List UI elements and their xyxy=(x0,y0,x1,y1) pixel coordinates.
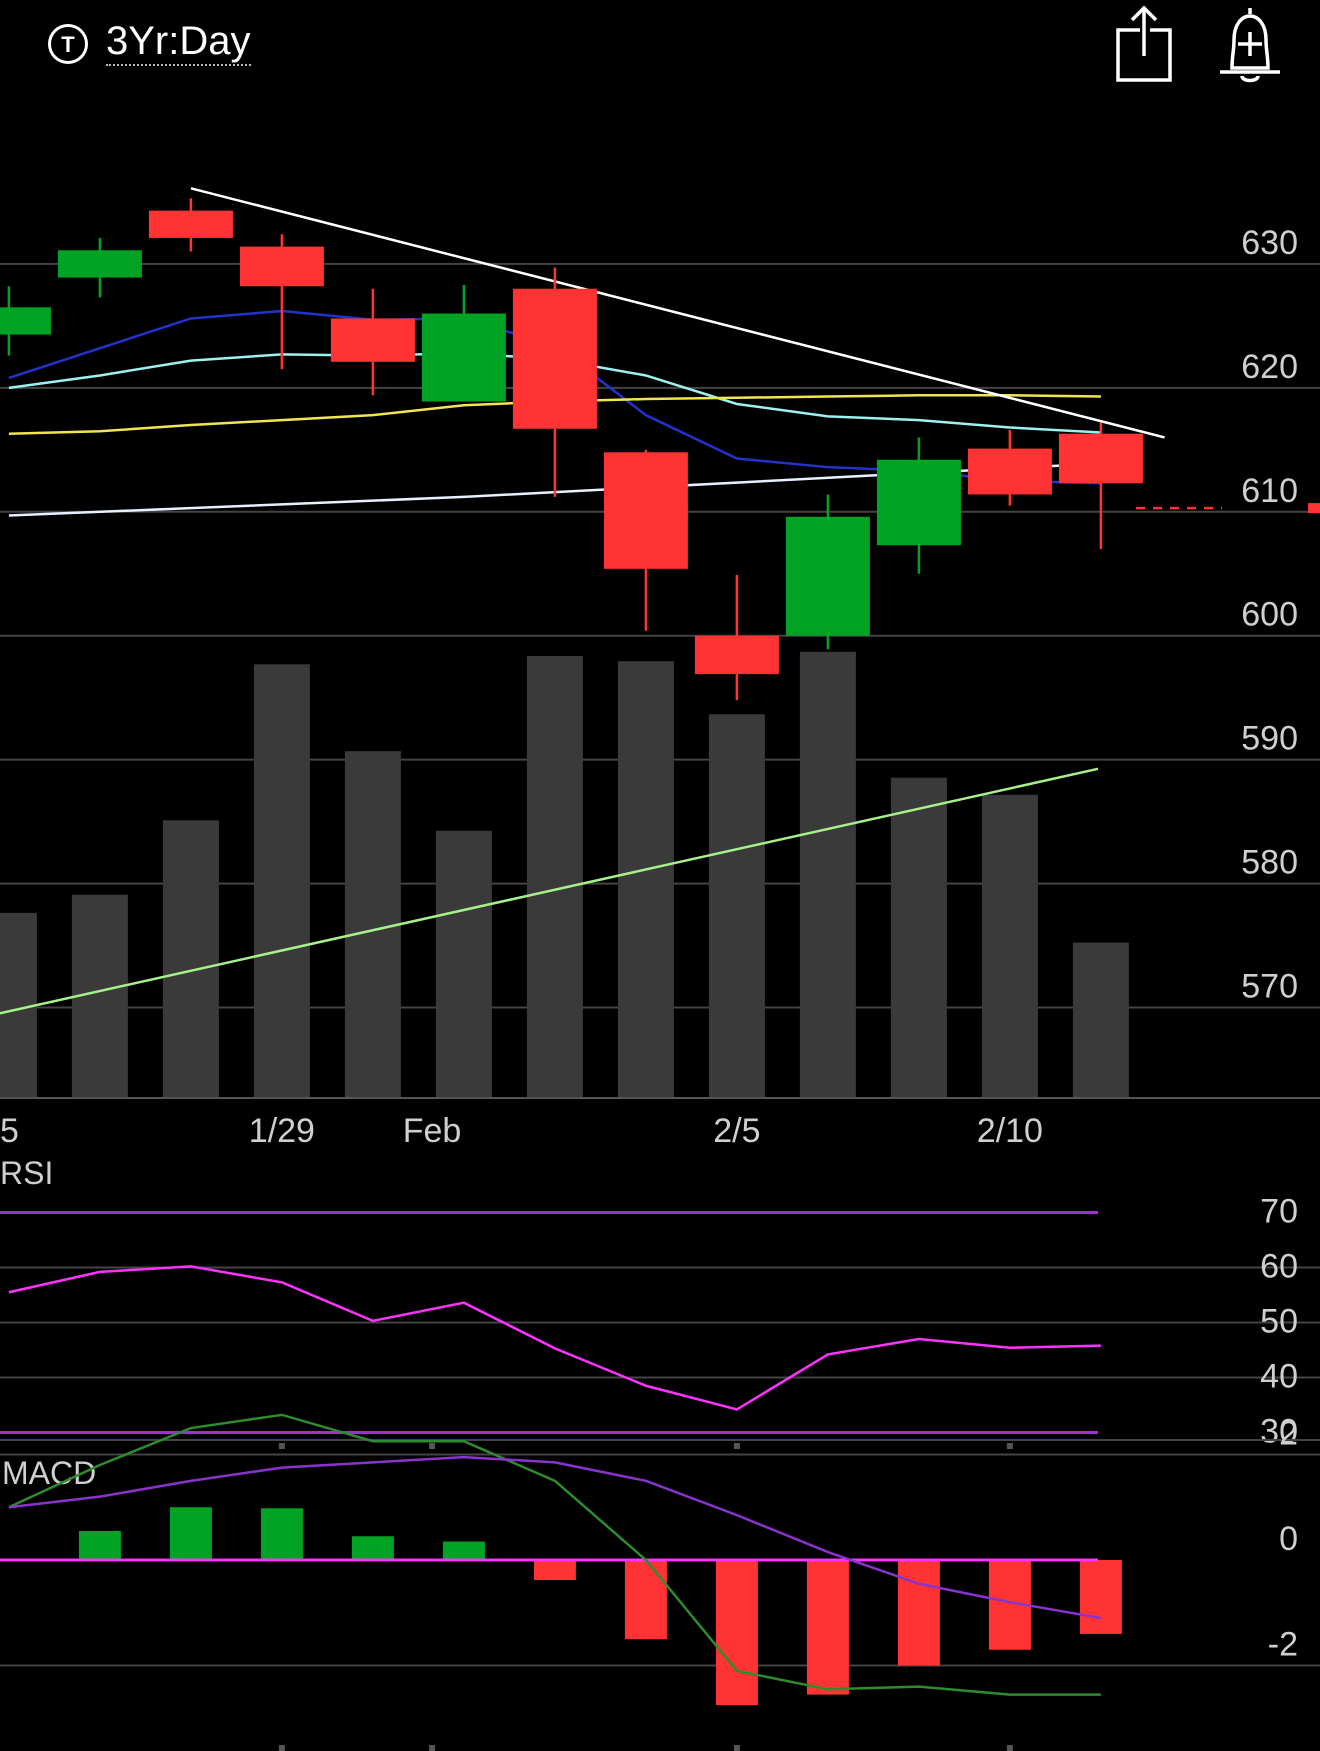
rsi-tick-label: 50 xyxy=(1260,1303,1298,1341)
macd-histogram-bar xyxy=(442,1541,485,1560)
candle-up xyxy=(0,286,51,356)
volume-bar xyxy=(253,664,310,1098)
axis-tick-mark xyxy=(733,1443,740,1449)
ticker-badge-label: T xyxy=(61,32,75,57)
timeframe-selector[interactable]: 3Yr:Day xyxy=(106,18,251,66)
x-tick-label: Feb xyxy=(403,1112,462,1150)
candle-up xyxy=(57,237,142,298)
rsi-tick-label: 30 xyxy=(1260,1413,1298,1451)
macd-tick-label: -2 xyxy=(1268,1626,1298,1664)
candle-down xyxy=(239,234,324,370)
price-tick-label: 610 xyxy=(1241,472,1298,510)
macd-signal-line xyxy=(8,1455,1102,1620)
candle-up xyxy=(421,285,506,402)
candle-body xyxy=(57,250,142,278)
macd-histogram-bar xyxy=(897,1560,940,1666)
price-tick-label: 620 xyxy=(1241,348,1298,386)
candle-body xyxy=(876,459,961,546)
volume-bar xyxy=(344,751,401,1098)
macd-histogram-bar xyxy=(169,1507,212,1560)
price-tick-label: 630 xyxy=(1241,224,1298,262)
candle-down xyxy=(694,575,779,701)
add-alert-bell-icon xyxy=(1220,8,1280,83)
macd-tick-label: 0 xyxy=(1279,1520,1298,1558)
candle-down xyxy=(603,449,688,631)
candle-down xyxy=(330,288,415,396)
add-alert-button[interactable] xyxy=(1212,0,1292,90)
rsi-line xyxy=(8,1265,1101,1411)
candle-body xyxy=(330,318,415,362)
volume-bar xyxy=(981,794,1038,1098)
volume-bar xyxy=(162,820,219,1098)
macd-histogram-bar xyxy=(715,1560,758,1706)
axis-tick-mark xyxy=(429,1443,436,1449)
volume-bar xyxy=(799,651,856,1098)
x-tick-label: 5 xyxy=(0,1112,19,1150)
candle-down xyxy=(512,267,597,497)
price-panel: 630 620 610 600 590 580 570 5 1/29 Feb 2/5 2/10 xyxy=(0,187,1320,1150)
candle-body xyxy=(1058,433,1143,484)
trendline-line xyxy=(190,187,1165,439)
price-tick-label: 570 xyxy=(1241,968,1298,1006)
macd-histogram-bar xyxy=(78,1530,121,1560)
candle-body xyxy=(0,307,51,335)
rsi-tick-label: 40 xyxy=(1260,1358,1298,1396)
current-price-tag xyxy=(1308,503,1320,514)
candle-body xyxy=(148,210,233,238)
volume-bar xyxy=(435,830,492,1098)
candle-body xyxy=(785,516,870,636)
macd-histogram-bar xyxy=(533,1560,576,1581)
ticker-badge[interactable]: T xyxy=(48,24,88,64)
candle-body xyxy=(603,452,688,569)
axis-tick-mark xyxy=(733,1745,740,1751)
share-button[interactable] xyxy=(1110,0,1190,90)
price-tick-label: 600 xyxy=(1241,596,1298,634)
axis-tick-mark xyxy=(278,1443,285,1449)
volume-bar xyxy=(526,656,583,1098)
axis-tick-mark xyxy=(429,1745,436,1751)
axis-tick-mark xyxy=(1006,1443,1013,1449)
candle-down xyxy=(1058,422,1143,549)
candle-up xyxy=(876,437,961,574)
candle-body xyxy=(694,635,779,675)
price-tick-label: 580 xyxy=(1241,844,1298,882)
candle-down xyxy=(148,198,233,252)
rsi-panel: RSI 70 60 50 40 30 xyxy=(0,1155,1320,1451)
x-tick-label: 2/5 xyxy=(713,1112,760,1150)
candle-body xyxy=(239,246,324,287)
rsi-tick-label: 60 xyxy=(1260,1248,1298,1286)
candle-down xyxy=(967,430,1052,506)
macd-histogram-bar xyxy=(806,1560,849,1695)
macd-line xyxy=(8,1413,1101,1696)
volume-bar xyxy=(1072,942,1129,1098)
volume-bars xyxy=(0,651,1129,1098)
volume-bar xyxy=(617,661,674,1098)
macd-tick-label: 2 xyxy=(1279,1414,1298,1452)
candle-body xyxy=(421,313,506,402)
axis-tick-mark xyxy=(1006,1745,1013,1751)
candle-up xyxy=(785,494,870,650)
macd-histogram-bar xyxy=(624,1560,667,1640)
volume-bar xyxy=(890,777,947,1098)
volume-bar xyxy=(708,714,765,1098)
share-icon xyxy=(1116,5,1172,82)
price-tick-label: 590 xyxy=(1241,720,1298,758)
candle-body xyxy=(967,448,1052,495)
macd-histogram-bar xyxy=(1079,1560,1122,1634)
axis-tick-mark xyxy=(278,1745,285,1751)
macd-histogram-bar xyxy=(351,1536,394,1560)
macd-histogram-bar xyxy=(260,1508,303,1560)
candle-body xyxy=(512,288,597,429)
rsi-tick-label: 70 xyxy=(1260,1193,1298,1231)
top-bar: T 3Yr:Day xyxy=(0,0,1320,100)
x-tick-label: 2/10 xyxy=(977,1112,1043,1150)
volume-average-line xyxy=(0,767,1099,1015)
rsi-title: RSI xyxy=(0,1155,53,1191)
x-tick-label: 1/29 xyxy=(249,1112,315,1150)
